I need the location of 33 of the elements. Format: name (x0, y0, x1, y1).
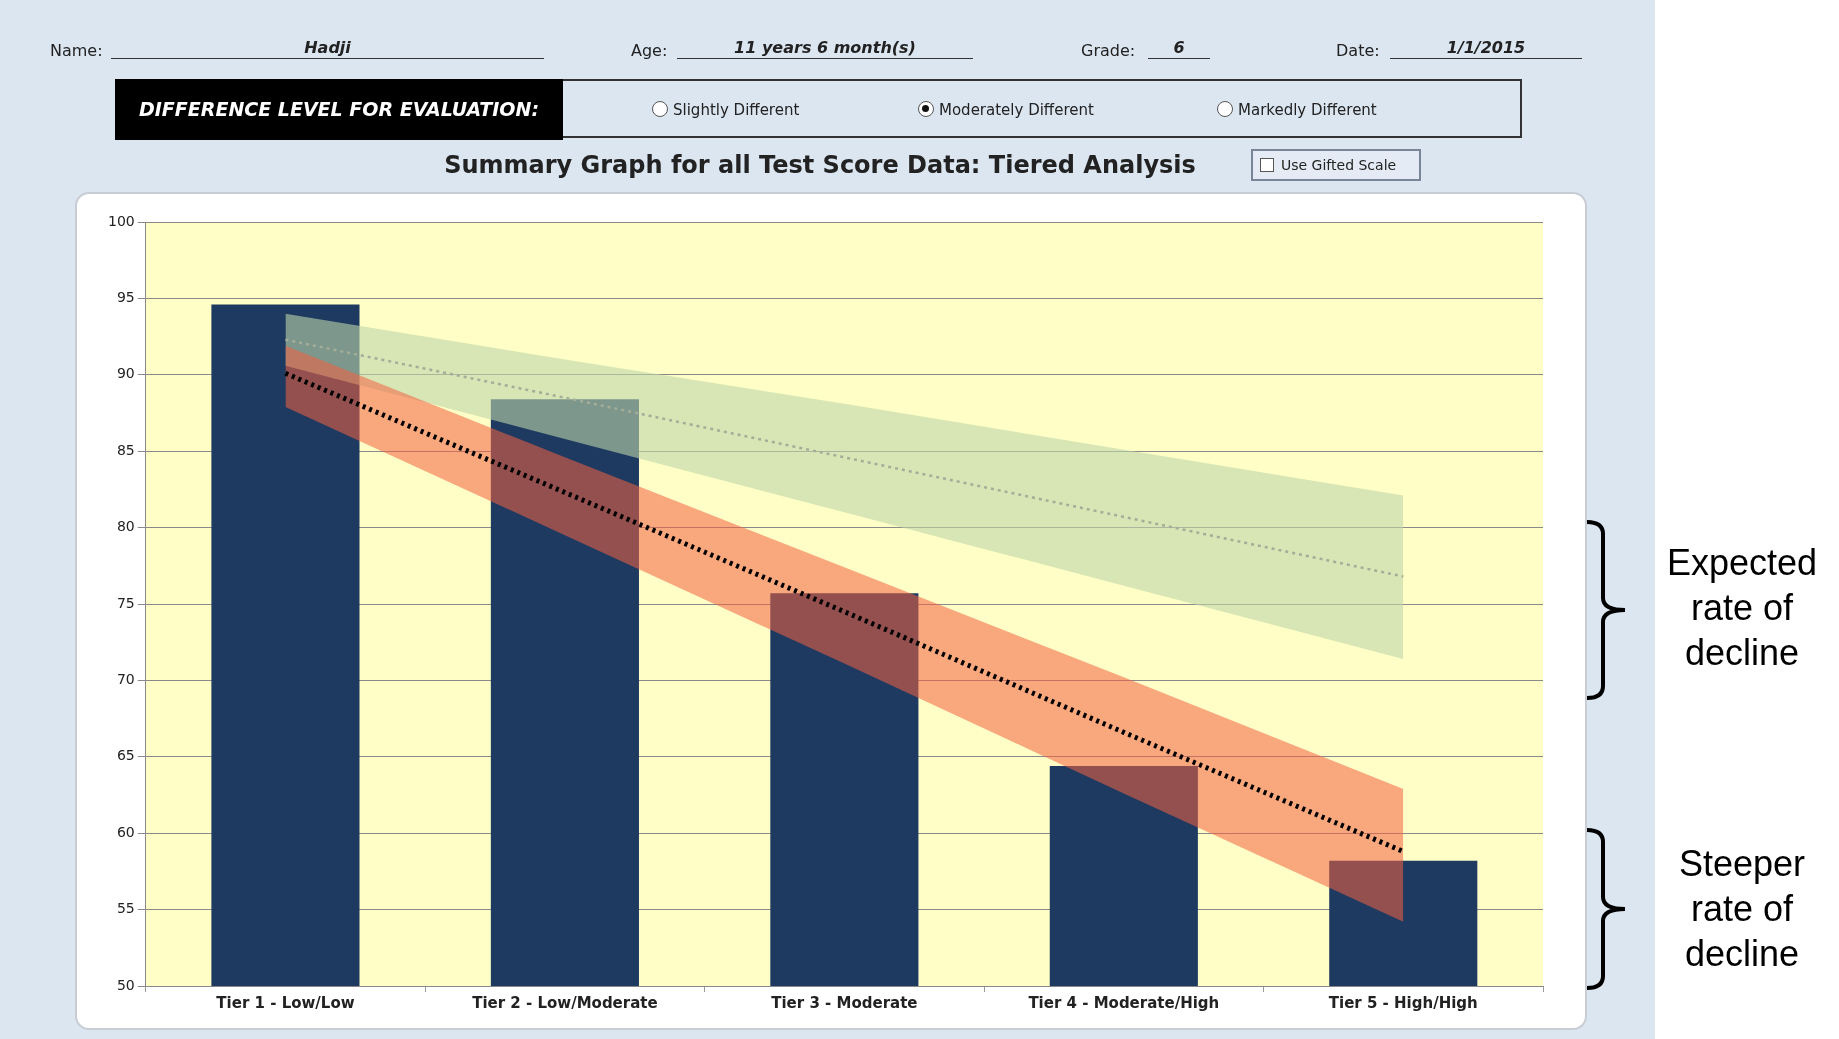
text: DIFFERENCE LEVEL FOR EVALUATION: (138, 98, 540, 120)
text: Grade: (1081, 40, 1136, 60)
y-tick-label: 55 (116, 900, 135, 917)
text: 1/1/2015 (1446, 37, 1526, 57)
text: Name: (50, 40, 103, 60)
x-tick-label: Tier 4 - Moderate/High (1028, 993, 1220, 1012)
y-tick-label: 50 (116, 976, 135, 993)
text: 11 years 6 month(s) (734, 37, 916, 57)
x-tick-label: Tier 3 - Moderate (771, 993, 918, 1012)
text: Use Gifted Scale (1281, 157, 1397, 173)
y-tick-label: 70 (116, 671, 135, 688)
y-tick-label: 80 (116, 518, 135, 535)
y-tick-label: 65 (116, 747, 135, 764)
y-tick-label: 75 (116, 594, 135, 611)
y-tick-label: 95 (116, 289, 135, 306)
text: Date: (1336, 40, 1380, 60)
line-series (284, 338, 1405, 578)
chart-title: Summary Graph for all Test Score Data: Tiered Analysis (444, 151, 1196, 179)
text: Hadji (304, 37, 351, 57)
text: Moderately Different (939, 101, 1094, 119)
y-tick-label: 85 (116, 441, 135, 458)
text: 6 (1173, 37, 1185, 57)
text: Expected rate of decline (1665, 540, 1819, 675)
y-tick-label: 100 (107, 212, 135, 229)
text: Slightly Different (673, 101, 800, 119)
text: Markedly Different (1238, 101, 1377, 119)
y-tick-label: 90 (116, 365, 135, 382)
text: Steeper rate of decline (1677, 841, 1807, 976)
text: Age: (631, 40, 668, 60)
x-tick-label: Tier 5 - High/High (1328, 993, 1478, 1012)
x-tick-label: Tier 2 - Low/Moderate (472, 993, 658, 1012)
x-tick-label: Tier 1 - Low/Low (216, 993, 355, 1012)
y-tick-label: 60 (116, 823, 135, 840)
